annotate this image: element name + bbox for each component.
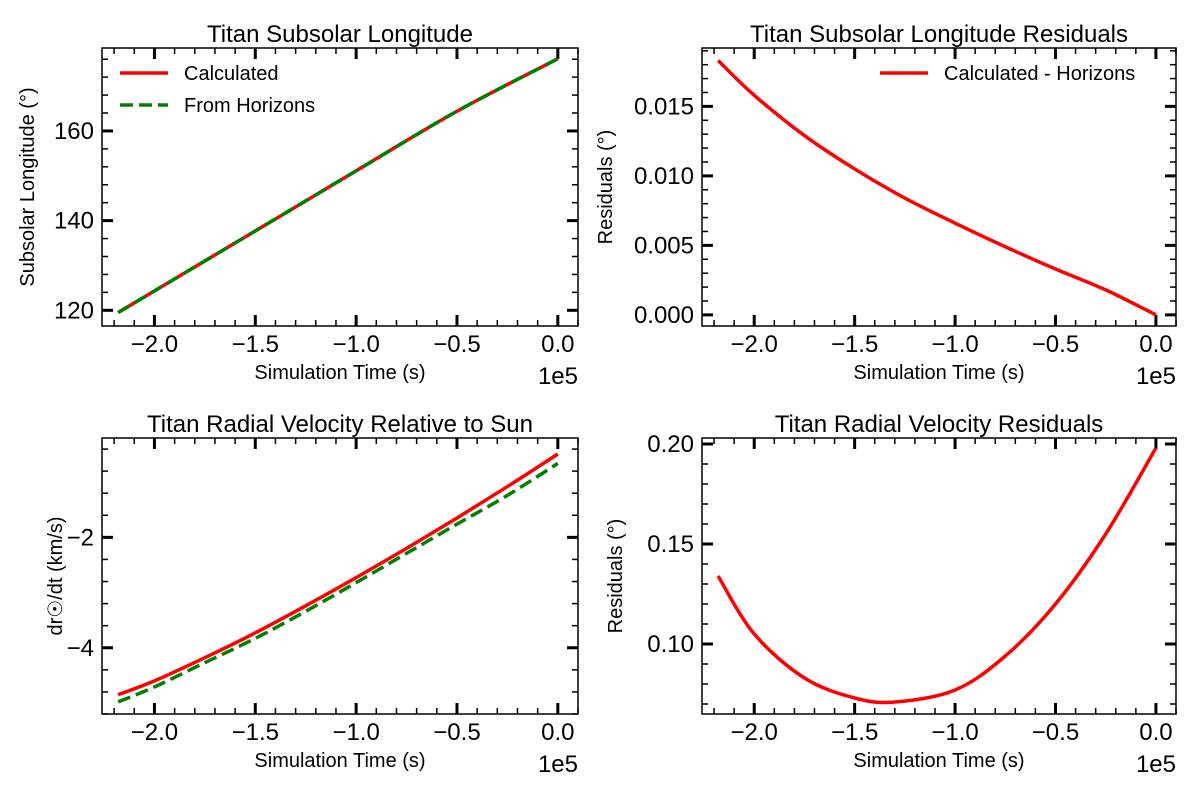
y-tick-label: 0.15 [647,531,694,558]
y-tick-label: 160 [54,118,94,145]
x-tick-label: −1.0 [332,719,379,746]
y-tick-label: 0.10 [647,631,694,658]
x-tick-label: −2.0 [131,719,178,746]
x-tick-label: 0.0 [541,719,574,746]
x-tick-label: −1.5 [232,331,279,358]
subplot-4: −2.0 −1.5 −1.0 −0.5 0.0 0.10 0.15 0.20 Titan Rad… [605,411,1177,778]
x-tick-label: −1.5 [831,331,878,358]
series-line-2 [117,57,559,315]
y-axis-label: dr☉/dt (km/s) [45,516,67,635]
x-axis-label: Simulation Time (s) [853,362,1024,384]
x-offset-text: 1e5 [1136,751,1176,778]
legend-label: Calculated [184,63,279,85]
axes-frame [101,437,579,715]
x-offset-text: 1e5 [538,363,578,390]
legend: Calculated From Horizons [120,63,315,117]
chart-title: Titan Radial Velocity Residuals [775,411,1104,438]
series-line-2 [117,461,559,704]
chart-title: Titan Radial Velocity Relative to Sun [147,411,533,438]
y-tick-label: 120 [54,297,94,324]
x-tick-label: −1.0 [332,331,379,358]
y-axis-label: Residuals (°) [595,130,617,245]
x-tick-label: −2.0 [731,331,778,358]
x-axis-label: Simulation Time (s) [853,750,1024,772]
y-tick-label: 0.000 [634,302,694,329]
series-line-1 [716,59,1157,317]
series-line-1 [117,452,559,697]
x-tick-label: −0.5 [433,331,480,358]
y-tick-label: 0.20 [647,431,694,458]
x-tick-label: −1.0 [931,331,978,358]
y-tick-label: −4 [67,635,94,662]
x-tick-label: −1.0 [931,719,978,746]
legend-label: From Horizons [184,95,315,117]
subplot-2: −2.0 −1.5 −1.0 −0.5 0.0 0.000 0.005 0.010 0.015 T… [595,21,1177,390]
x-tick-label: −0.5 [1032,331,1079,358]
y-axis-label: Subsolar Longitude (°) [17,87,39,286]
chart-title: Titan Subsolar Longitude [207,21,473,48]
y-tick-label: 0.015 [634,93,694,120]
x-tick-label: −2.0 [131,331,178,358]
legend-label: Calculated - Horizons [944,63,1135,85]
x-offset-text: 1e5 [1136,363,1176,390]
x-tick-label: 0.0 [541,331,574,358]
chart-title: Titan Subsolar Longitude Residuals [750,21,1128,48]
series-line-1 [716,447,1158,705]
x-tick-label: −1.5 [232,719,279,746]
axes-frame [701,437,1177,715]
axes-frame [101,47,579,327]
x-tick-label: 0.0 [1139,719,1172,746]
subplot-3: −2.0 −1.5 −1.0 −0.5 0.0 −4 −2 Titan Radial Velo… [45,411,579,778]
y-tick-label: 140 [54,208,94,235]
x-axis-label: Simulation Time (s) [254,362,425,384]
legend: Calculated - Horizons [880,63,1135,85]
x-offset-text: 1e5 [538,751,578,778]
y-tick-label: 0.010 [634,163,694,190]
y-tick-label: −2 [67,524,94,551]
x-tick-label: −2.0 [731,719,778,746]
subplot-1: −2.0 −1.5 −1.0 −0.5 0.0 120 140 160 Titan Subsol… [17,21,579,390]
y-axis-label: Residuals (°) [605,519,627,634]
x-tick-label: −0.5 [433,719,480,746]
x-axis-label: Simulation Time (s) [254,750,425,772]
x-tick-label: −0.5 [1032,719,1079,746]
x-tick-label: −1.5 [831,719,878,746]
y-tick-label: 0.005 [634,232,694,259]
x-tick-label: 0.0 [1139,331,1172,358]
axes-frame [701,47,1177,327]
